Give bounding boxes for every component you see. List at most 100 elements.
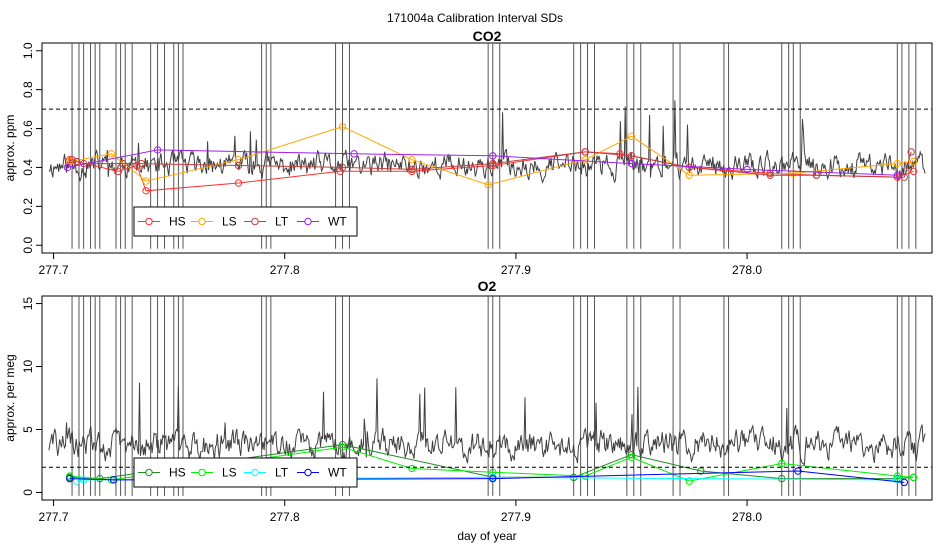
data-point (153, 146, 162, 154)
x-tick-label: 278.0 (732, 263, 762, 277)
data-point (336, 167, 344, 176)
data-point (581, 155, 589, 164)
panel-title: O2 (478, 278, 497, 294)
plot-frame (41, 42, 933, 254)
data-point (766, 171, 774, 179)
data-point (234, 155, 243, 164)
legend-label: WT (328, 466, 347, 480)
data-point (234, 161, 243, 170)
legend-label: LS (222, 466, 237, 480)
data-point (142, 187, 150, 195)
data-point (408, 167, 416, 176)
data-point (489, 159, 497, 168)
x-axis-label: day of year (457, 529, 516, 543)
data-point (66, 472, 74, 480)
y-tick-label: 0.8 (21, 81, 35, 98)
data-point (778, 474, 786, 483)
data-point (909, 157, 918, 166)
data-point (778, 459, 786, 468)
data-point (66, 474, 74, 483)
x-tick-label: 277.8 (270, 263, 300, 277)
data-point (68, 155, 76, 164)
data-point (907, 148, 915, 156)
legend: HS LS LT WT (133, 206, 358, 237)
legend-marker (304, 217, 312, 226)
plot-frame (41, 295, 933, 501)
legend-marker (251, 468, 259, 477)
series-ls (66, 122, 918, 189)
data-point (893, 472, 902, 480)
data-point (408, 155, 416, 164)
data-point (685, 163, 693, 172)
data-point (685, 477, 693, 485)
data-point (893, 159, 902, 168)
legend-label: LT (275, 466, 289, 480)
data-point (142, 177, 150, 185)
data-point (137, 159, 146, 168)
legend-label: HS (169, 215, 186, 229)
data-point (900, 478, 908, 487)
data-point (109, 476, 118, 484)
data-point (408, 165, 416, 174)
x-tick-label: 277.7 (39, 263, 69, 277)
data-point (900, 173, 908, 181)
data-point (627, 132, 636, 141)
data-point (107, 150, 116, 158)
data-point (63, 163, 72, 172)
y-tick-label: 0.6 (21, 120, 35, 137)
data-point (119, 159, 127, 168)
y-tick-label: 5 (21, 426, 35, 433)
legend-marker (145, 468, 153, 477)
series-line (71, 151, 912, 178)
x-tick-label: 277.9 (501, 263, 531, 277)
data-point (627, 152, 636, 160)
series-lt (68, 148, 915, 181)
data-point (909, 473, 918, 482)
data-point (338, 163, 347, 172)
data-point (72, 157, 81, 166)
legend-label: HS (169, 466, 186, 480)
data-point (350, 150, 358, 158)
data-point (697, 467, 705, 475)
x-tick-label: 277.7 (39, 510, 69, 524)
data-point (627, 450, 636, 459)
data-point (627, 453, 636, 461)
data-point (489, 161, 497, 170)
data-point (408, 464, 416, 473)
series-line (69, 470, 905, 483)
data-point (484, 181, 492, 189)
legend-label: LS (222, 215, 237, 229)
data-point (627, 159, 636, 168)
legend-label: WT (328, 215, 347, 229)
data-point (789, 169, 797, 177)
data-point (72, 477, 81, 485)
y-tick-label: 0 (21, 489, 35, 496)
data-point (893, 476, 902, 484)
y-tick-label: 10 (21, 360, 35, 374)
x-tick-label: 277.8 (270, 510, 300, 524)
data-point (743, 165, 751, 174)
legend-marker (198, 468, 206, 477)
series-line (69, 151, 914, 192)
data-point (794, 467, 802, 475)
legend-label: LT (275, 215, 289, 229)
data-point (338, 440, 347, 449)
data-point (114, 167, 122, 176)
y-tick-label: 1.0 (21, 42, 35, 59)
data-point (685, 171, 693, 179)
y-tick-label: 0.2 (21, 198, 35, 215)
data-point (893, 171, 902, 179)
data-point (79, 476, 88, 484)
x-tick-label: 277.9 (501, 510, 531, 524)
co2-panel: CO2 0.0 0.2 0.4 0.6 0.8 1.0 approx. ppm 277.7 277… (3, 28, 933, 277)
figure-title: 171004a Calibration Interval SDs (387, 11, 563, 25)
o2-panel: O2 0 5 10 15 approx. per meg 277.7 277.8 277.9 27… (3, 278, 933, 543)
y-tick-label: 0.4 (21, 159, 35, 176)
y-axis-label: approx. ppm (3, 115, 17, 182)
y-tick-label: 15 (21, 297, 35, 311)
data-point (133, 161, 141, 170)
data-point (489, 152, 497, 160)
legend-marker (304, 468, 312, 477)
series-line (67, 149, 898, 176)
